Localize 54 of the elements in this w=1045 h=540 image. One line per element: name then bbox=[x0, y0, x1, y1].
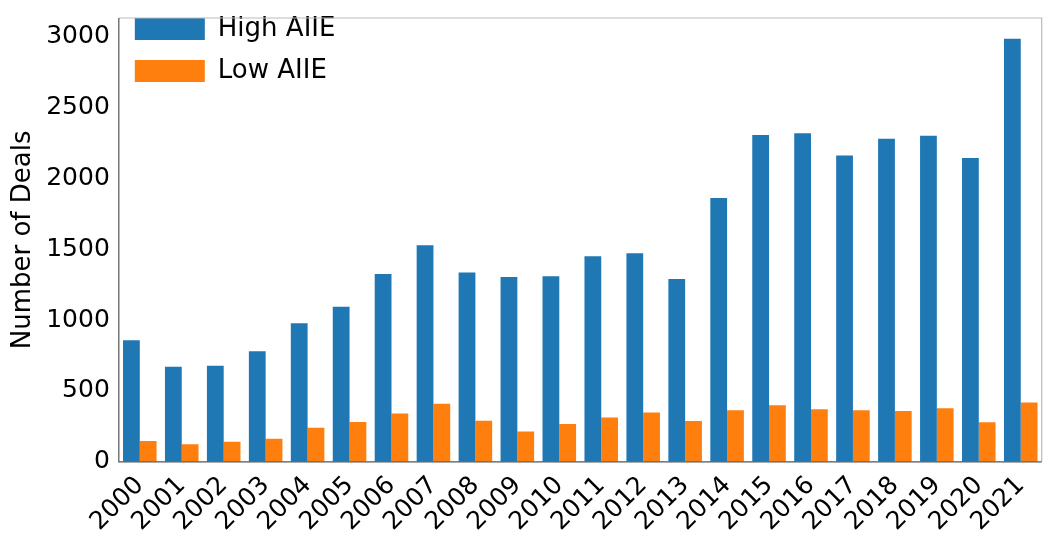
y-tick-label: 0 bbox=[93, 445, 110, 475]
bar bbox=[139, 441, 157, 462]
bar bbox=[517, 431, 535, 462]
bar bbox=[433, 403, 451, 462]
bar bbox=[601, 417, 619, 462]
bar bbox=[685, 420, 702, 462]
y-tick-label: 1500 bbox=[46, 232, 110, 262]
bar bbox=[374, 274, 392, 462]
bar bbox=[936, 408, 954, 462]
bar bbox=[349, 421, 367, 462]
y-tick-label: 1000 bbox=[46, 303, 110, 333]
bar bbox=[836, 155, 853, 462]
bar bbox=[584, 256, 602, 462]
bar bbox=[332, 306, 350, 462]
y-tick-label: 2500 bbox=[46, 90, 110, 120]
legend-label: Low AIIE bbox=[217, 53, 327, 84]
bar bbox=[307, 427, 325, 462]
bar bbox=[123, 340, 140, 462]
bar bbox=[500, 277, 518, 462]
bar bbox=[878, 138, 895, 462]
bar bbox=[626, 253, 644, 462]
bar bbox=[1020, 402, 1038, 462]
bar bbox=[206, 365, 224, 462]
bar bbox=[290, 323, 308, 462]
bar bbox=[265, 438, 283, 462]
legend-label: High AIIE bbox=[217, 11, 336, 42]
bar bbox=[248, 351, 266, 462]
bar bbox=[852, 410, 870, 462]
bar bbox=[894, 410, 912, 462]
bar bbox=[920, 135, 937, 462]
bar bbox=[416, 245, 434, 462]
bar bbox=[727, 410, 744, 462]
bar bbox=[962, 158, 979, 462]
bar bbox=[458, 272, 476, 462]
bar bbox=[810, 409, 828, 462]
y-tick-label: 3000 bbox=[46, 19, 110, 49]
bar bbox=[710, 197, 728, 462]
y-tick-label: 500 bbox=[62, 374, 110, 404]
bar bbox=[164, 366, 182, 462]
bar bbox=[542, 276, 560, 462]
bar bbox=[559, 423, 577, 462]
y-tick-label: 2000 bbox=[46, 161, 110, 191]
y-axis-title: Number of Deals bbox=[6, 130, 37, 350]
bar bbox=[1003, 38, 1021, 462]
bar bbox=[391, 413, 409, 462]
bar bbox=[475, 420, 493, 462]
bar bbox=[769, 405, 786, 462]
bar bbox=[794, 133, 811, 462]
bar bbox=[181, 444, 199, 462]
bar bbox=[752, 135, 770, 462]
bar bbox=[643, 412, 660, 462]
bar bbox=[978, 422, 996, 462]
bar bbox=[223, 441, 241, 462]
bar bbox=[668, 279, 686, 462]
